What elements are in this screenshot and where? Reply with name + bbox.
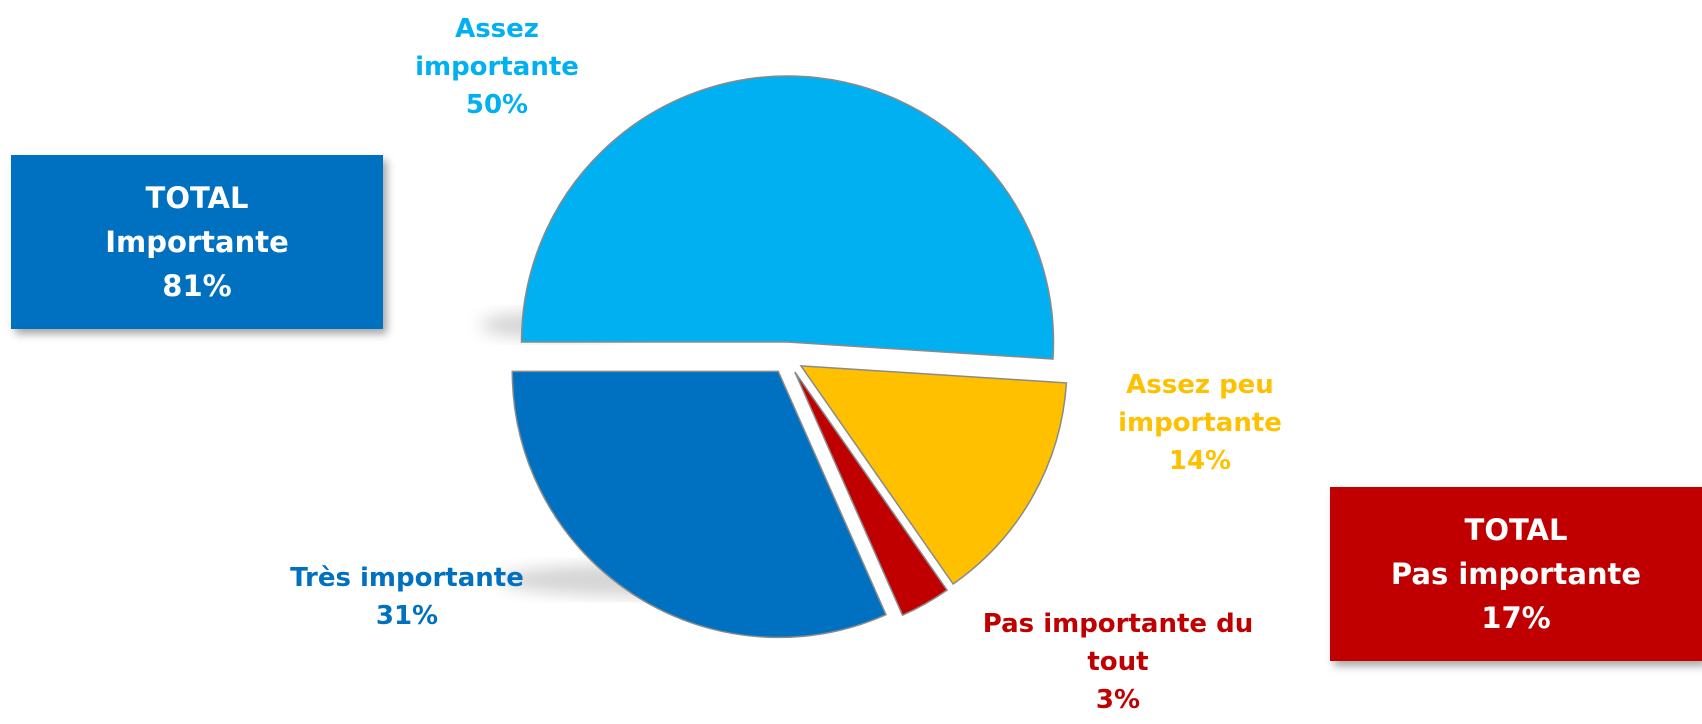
- box-value: 17%: [1481, 601, 1551, 635]
- box-title: TOTAL: [145, 181, 249, 215]
- total-box: TOTAL Importante 81%: [11, 155, 383, 329]
- box-value: 81%: [162, 269, 232, 303]
- slice-value: 31%: [375, 601, 439, 631]
- slice-value: 3%: [1095, 685, 1141, 715]
- pie-slice: [799, 365, 1068, 586]
- slice-category: Assez importante: [415, 14, 579, 82]
- slice-category: Pas importante du tout: [982, 609, 1254, 677]
- pie-slice: [511, 370, 887, 639]
- slice-label: Pas importante du tout 3%: [978, 605, 1258, 719]
- pie-slice: [520, 75, 1055, 360]
- slice-category: Assez peu importante: [1118, 370, 1282, 438]
- pie-slice: [794, 371, 949, 617]
- box-title: TOTAL: [1464, 513, 1568, 547]
- slice-label: Assez peu importante 14%: [1100, 366, 1300, 480]
- slice-value: 50%: [465, 90, 529, 120]
- slice-value: 14%: [1168, 446, 1232, 476]
- slice-label: Très importante 31%: [247, 559, 567, 635]
- total-box: TOTAL Pas importante 17%: [1330, 487, 1702, 661]
- box-label: Importante: [105, 225, 289, 259]
- box-label: Pas importante: [1390, 557, 1642, 591]
- slice-label: Assez importante 50%: [407, 10, 587, 124]
- slice-category: Très importante: [290, 563, 524, 593]
